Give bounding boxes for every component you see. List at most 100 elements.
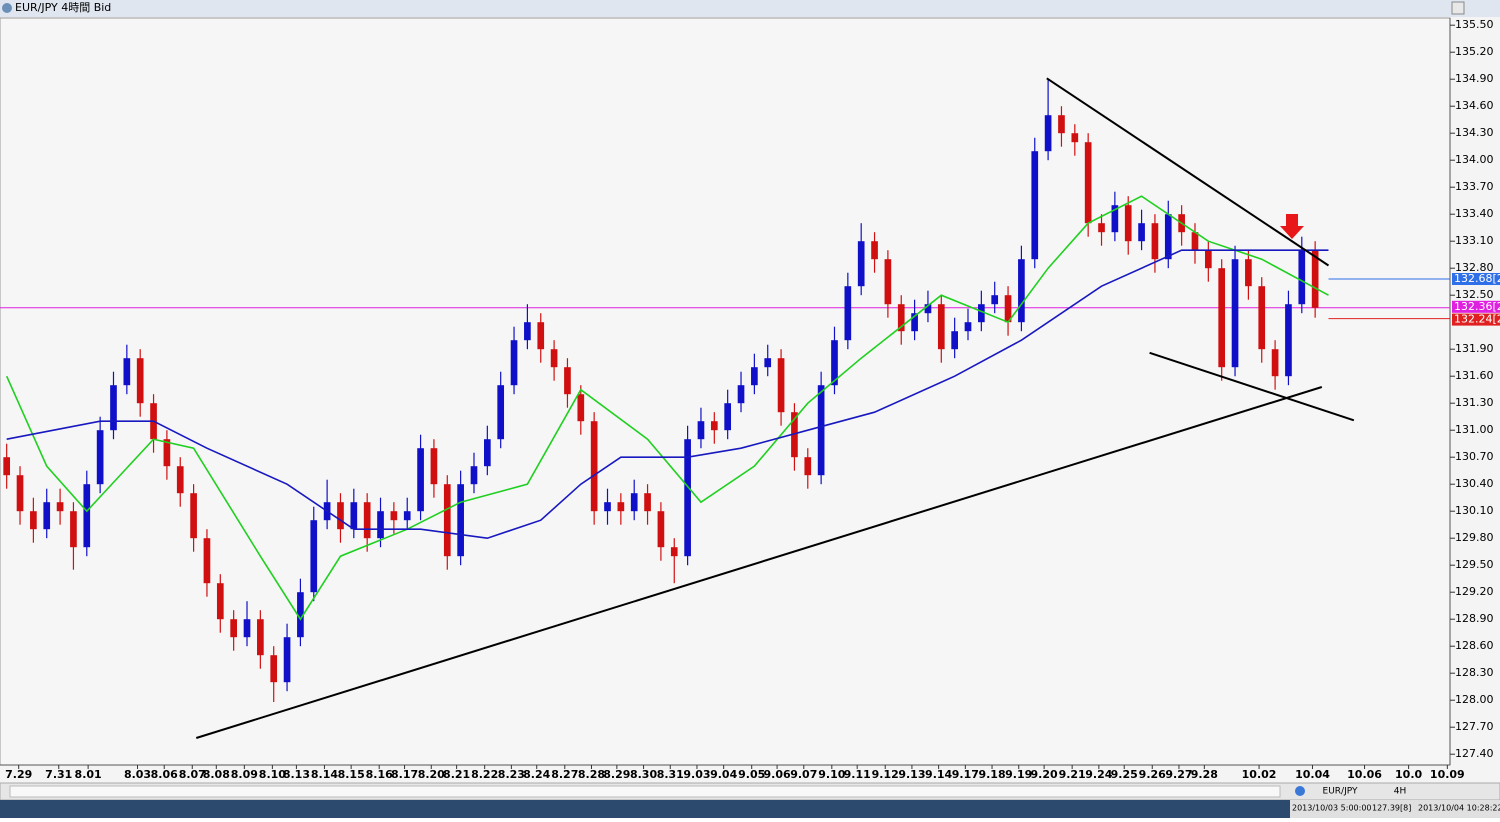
x-tick-label: 9.12 <box>872 768 899 781</box>
candle-body <box>497 385 505 440</box>
x-tick-label: 9.26 <box>1139 768 1166 781</box>
y-tick-label: 127.70 <box>1455 720 1494 733</box>
x-tick-label: 8.17 <box>391 768 418 781</box>
y-tick-label: 132.50 <box>1455 288 1494 301</box>
candle-body <box>443 484 451 557</box>
candle-body <box>1271 349 1279 377</box>
x-tick-label: 9.18 <box>978 768 1005 781</box>
candle-body <box>190 493 197 539</box>
candle-body <box>804 457 812 476</box>
candle-body <box>230 619 237 638</box>
candle-body <box>390 511 398 521</box>
y-tick-label: 129.50 <box>1455 558 1494 571</box>
moving-average <box>6 249 1329 540</box>
candle-body <box>510 340 518 386</box>
candle-body <box>163 439 171 467</box>
x-tick-label: 10.09 <box>1430 768 1465 781</box>
candle-body <box>484 439 491 467</box>
x-tick-label: 9.03 <box>683 768 710 781</box>
candle-body <box>56 502 64 512</box>
status-timeframe[interactable]: 4H <box>1394 787 1407 797</box>
clock: 2013/10/04 10:28:22 <box>1418 804 1500 813</box>
y-tick-label: 128.90 <box>1455 612 1494 625</box>
plot-layer <box>0 77 1450 739</box>
candle-body <box>684 439 691 557</box>
trendline <box>1149 351 1355 422</box>
x-tick-label: 8.06 <box>151 768 178 781</box>
candle-body <box>417 448 424 512</box>
price-tag-label: 132.36[2 <box>1454 300 1500 313</box>
candle-body <box>123 358 131 386</box>
x-tick-label: 8.16 <box>366 768 393 781</box>
candle-body <box>1044 115 1052 152</box>
y-tick-label: 134.30 <box>1455 126 1494 139</box>
x-tick-label: 10.06 <box>1347 768 1382 781</box>
candle-body <box>1164 214 1172 260</box>
candle-body <box>1098 223 1105 233</box>
candle-body <box>1071 133 1079 143</box>
candle-body <box>1004 295 1012 323</box>
candle-body <box>1018 259 1025 323</box>
candle-body <box>657 511 665 548</box>
x-tick-label: 9.05 <box>738 768 765 781</box>
candle-body <box>1204 250 1212 269</box>
candle-body <box>577 394 585 422</box>
candle-body <box>310 520 318 593</box>
x-tick-label: 10.04 <box>1295 768 1330 781</box>
candle-body <box>1231 259 1239 368</box>
candle-body <box>1138 223 1145 242</box>
candle-body <box>403 511 411 521</box>
x-tick-label: 7.29 <box>5 768 32 781</box>
y-tick-label: 130.70 <box>1455 450 1494 463</box>
candle-body <box>297 592 304 638</box>
taskbar <box>0 800 1290 818</box>
candle-body <box>751 367 758 386</box>
candle-body <box>1111 205 1119 233</box>
candle-body <box>871 241 878 260</box>
candle-body <box>377 511 384 539</box>
candle-body <box>257 619 264 656</box>
x-tick-label: 8.03 <box>124 768 151 781</box>
y-tick-label: 131.00 <box>1455 423 1494 436</box>
candle-body <box>30 511 37 530</box>
candle-body <box>617 502 625 512</box>
y-tick-label: 133.70 <box>1455 180 1494 193</box>
candle-body <box>791 412 798 458</box>
candle-body <box>1031 151 1039 260</box>
status-symbol[interactable]: EUR/JPY <box>1323 787 1358 797</box>
candle-body <box>604 502 611 512</box>
trendline <box>195 386 1323 739</box>
x-tick-label: 8.31 <box>657 768 684 781</box>
window-title: EUR/JPY 4時間 Bid <box>15 1 111 14</box>
x-tick-label: 8.14 <box>311 768 338 781</box>
y-tick-label: 128.60 <box>1455 639 1494 652</box>
x-tick-label: 9.19 <box>1005 768 1032 781</box>
x-tick-label: 9.07 <box>790 768 817 781</box>
y-tick-label: 135.20 <box>1455 45 1494 58</box>
scrollbar[interactable] <box>9 785 1281 798</box>
candle-body <box>644 493 651 512</box>
candle-body <box>136 358 144 404</box>
candle-body <box>630 493 638 512</box>
title-bar <box>0 0 1500 17</box>
candle-body <box>16 475 24 512</box>
candle-body <box>70 511 77 548</box>
candle-body <box>710 421 718 431</box>
candle-body <box>337 502 344 530</box>
x-tick-label: 8.28 <box>578 768 605 781</box>
scroll-up-button[interactable] <box>1451 1 1465 15</box>
x-tick-label: 9.28 <box>1191 768 1218 781</box>
candle-body <box>537 322 545 350</box>
y-tick-label: 129.80 <box>1455 531 1494 544</box>
candle-body <box>43 502 51 530</box>
x-tick-label: 8.07 <box>179 768 206 781</box>
globe-icon <box>1295 786 1305 796</box>
candle-body <box>1258 286 1266 350</box>
x-tick-label: 10.0 <box>1395 768 1422 781</box>
candle-body <box>176 466 184 494</box>
x-tick-label: 8.20 <box>418 768 445 781</box>
price-tag <box>1452 313 1500 326</box>
x-tick-label: 9.10 <box>818 768 845 781</box>
